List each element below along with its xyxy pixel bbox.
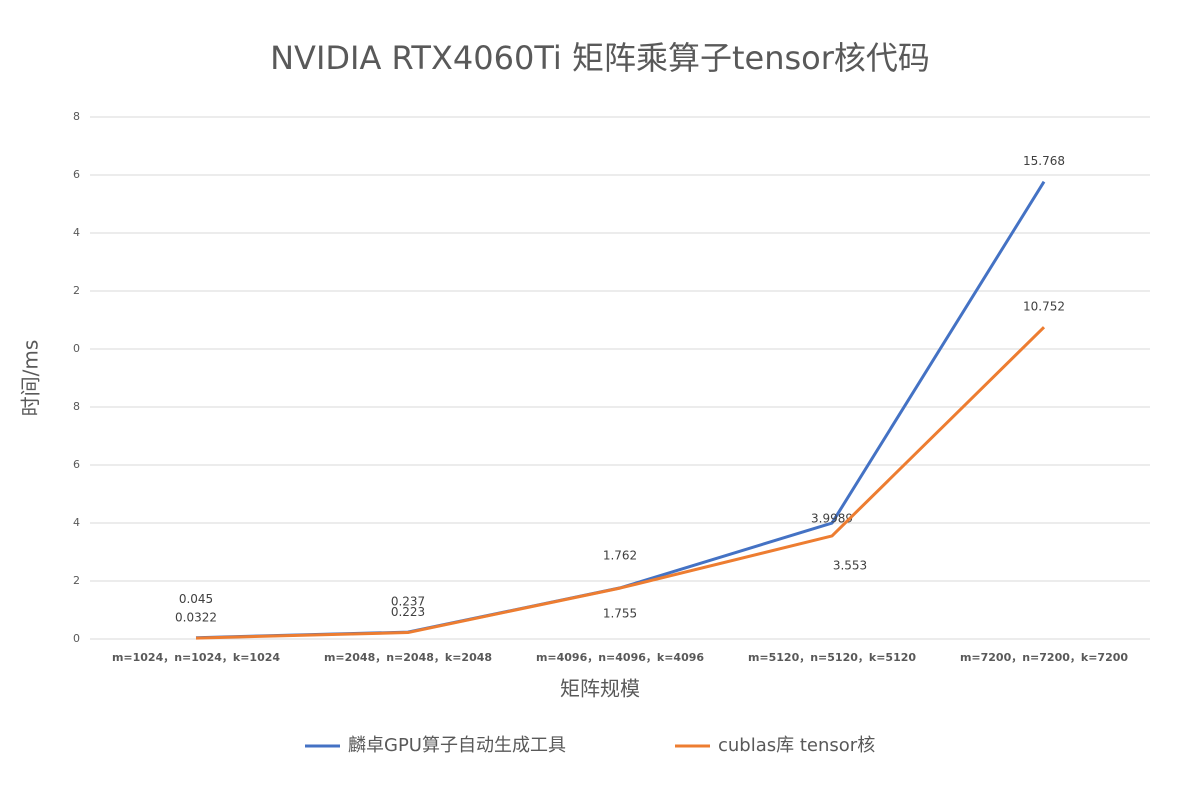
data-label: 0.223: [391, 605, 425, 619]
data-label: 0.237: [391, 595, 425, 609]
y-tick-label: 4: [73, 226, 80, 239]
y-tick-label: 4: [73, 516, 80, 529]
legend-label: cublas库 tensor核: [718, 735, 875, 756]
x-axis-label: 矩阵规模: [560, 677, 640, 701]
data-label: 1.762: [603, 548, 637, 562]
y-tick-label: 6: [73, 168, 80, 181]
y-tick-label: 2: [73, 574, 80, 587]
y-tick-label: 0: [73, 632, 80, 645]
y-tick-label: 2: [73, 284, 80, 297]
y-tick-label: 8: [73, 400, 80, 413]
series-line: [195, 180, 1046, 640]
y-axis-label: 时间/ms: [19, 340, 43, 417]
data-label: 0.045: [179, 592, 213, 606]
data-label: 15.768: [1023, 154, 1065, 168]
data-label: 3.553: [833, 558, 867, 572]
legend-label: 麟卓GPU算子自动生成工具: [348, 735, 566, 756]
x-tick-label: m=2048，n=2048，k=2048: [324, 651, 492, 664]
series-line: [195, 326, 1046, 640]
x-tick-label: m=1024，n=1024，k=1024: [112, 651, 280, 664]
data-label: 0.0322: [175, 611, 217, 625]
x-tick-label: m=4096，n=4096，k=4096: [536, 651, 704, 664]
data-label: 3.9989: [811, 512, 853, 526]
chart-title: NVIDIA RTX4060Ti 矩阵乘算子tensor核代码: [270, 39, 930, 77]
data-label: 1.755: [603, 607, 637, 621]
y-tick-label: 6: [73, 458, 80, 471]
y-tick-label: 0: [73, 342, 80, 355]
x-tick-label: m=5120，n=5120，k=5120: [748, 651, 916, 664]
data-label: 10.752: [1023, 300, 1065, 314]
x-tick-label: m=7200，n=7200，k=7200: [960, 651, 1128, 664]
y-tick-label: 8: [73, 110, 80, 123]
